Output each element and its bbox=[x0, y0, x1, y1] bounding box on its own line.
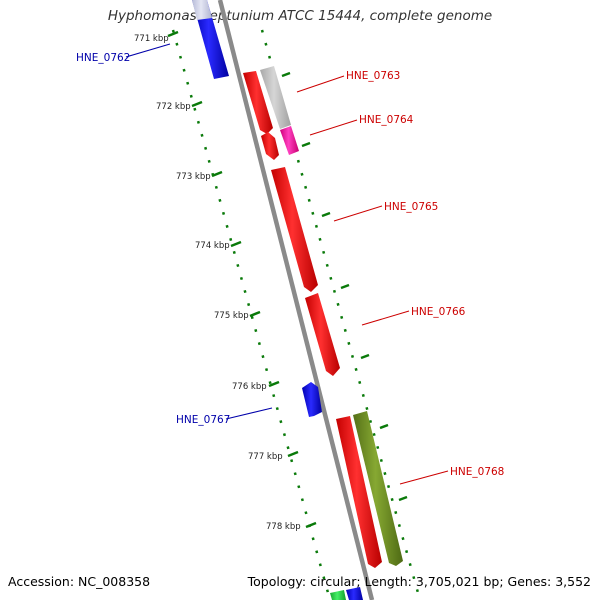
gene-bottom-green[interactable] bbox=[330, 590, 346, 600]
gene-label-hne-0766[interactable]: HNE_0766 bbox=[411, 306, 466, 318]
kbp-label: 771 kbp bbox=[134, 34, 169, 44]
left-major-ticks bbox=[167, 30, 317, 529]
kbp-label: 778 kbp bbox=[266, 522, 301, 532]
gene-hne-0768-olive[interactable] bbox=[353, 411, 403, 566]
gene-hne-0764[interactable] bbox=[280, 126, 299, 155]
gene-hne-0763b[interactable] bbox=[261, 132, 279, 160]
gene-label-hne-0765[interactable]: HNE_0765 bbox=[384, 201, 438, 213]
kbp-label: 774 kbp bbox=[195, 241, 230, 251]
gene-label-hne-0764[interactable]: HNE_0764 bbox=[359, 114, 414, 126]
callout-lines bbox=[125, 43, 449, 485]
gene-hne-0762[interactable] bbox=[192, 0, 229, 79]
kbp-label: 777 kbp bbox=[248, 452, 283, 462]
gene-hne-0764-grey[interactable] bbox=[260, 66, 291, 129]
kbp-label: 775 kbp bbox=[214, 311, 249, 321]
gene-bottom-blue[interactable] bbox=[346, 587, 363, 600]
gene-hne-0768[interactable] bbox=[336, 416, 382, 568]
genome-backbone bbox=[217, 0, 375, 600]
gene-label-hne-0767[interactable]: HNE_0767 bbox=[176, 414, 230, 426]
accession-text: Accession: NC_008358 bbox=[8, 574, 151, 589]
gene-hne-0766[interactable] bbox=[305, 293, 340, 376]
kbp-label: 773 kbp bbox=[176, 172, 211, 182]
gene-hne-0765[interactable] bbox=[271, 167, 318, 292]
gene-hne-0762-light bbox=[192, 0, 212, 20]
gene-label-hne-0768[interactable]: HNE_0768 bbox=[450, 466, 504, 478]
kbp-label: 772 kbp bbox=[156, 102, 191, 112]
gene-label-hne-0763[interactable]: HNE_0763 bbox=[346, 70, 400, 82]
kbp-label: 776 kbp bbox=[232, 382, 267, 392]
right-major-ticks bbox=[281, 71, 408, 502]
gene-label-hne-0762[interactable]: HNE_0762 bbox=[76, 52, 130, 64]
gene-hne-0763[interactable] bbox=[243, 71, 273, 134]
gene-hne-0767[interactable] bbox=[302, 382, 322, 417]
topology-text: Topology: circular; Length: 3,705,021 bp… bbox=[247, 574, 591, 589]
